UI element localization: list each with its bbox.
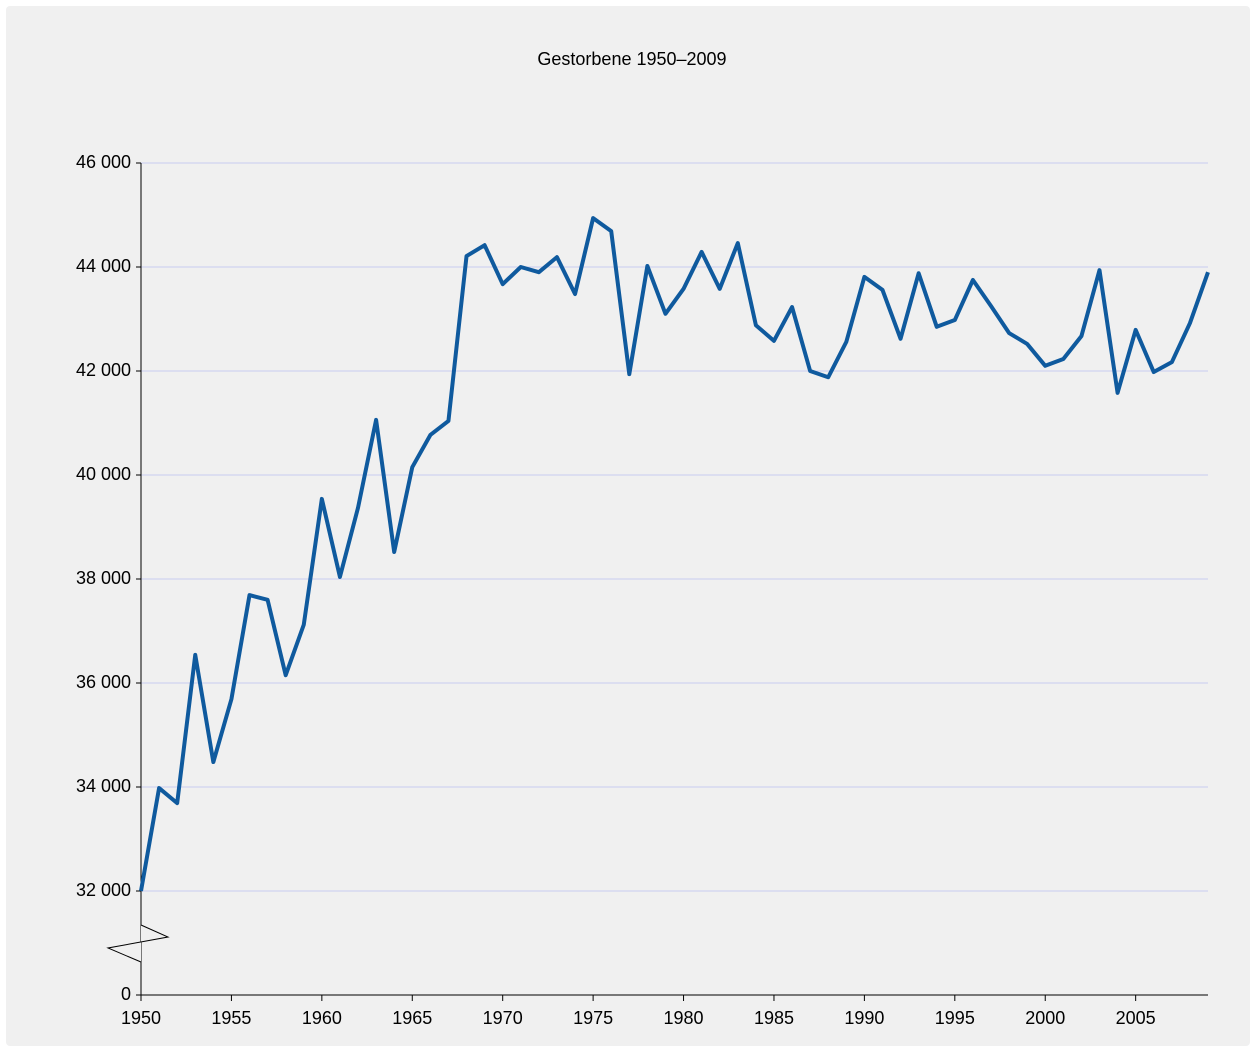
x-tick-label: 2000 [1025,1008,1065,1028]
x-tick-label: 1965 [392,1008,432,1028]
background [6,6,1250,1046]
x-tick-label: 1955 [211,1008,251,1028]
x-tick-label: 1970 [483,1008,523,1028]
y-tick-label: 36 000 [76,672,131,692]
line [139,216,1210,892]
y-tick-label: 42 000 [76,360,131,380]
x-tick-label: 1995 [935,1008,975,1028]
axis-break [108,925,168,962]
y-tick-label: 44 000 [76,256,131,276]
x-tick-label: 1990 [844,1008,884,1028]
axis-break [106,924,170,963]
y-tick-label: 32 000 [76,880,131,900]
x-tick-label: 1980 [664,1008,704,1028]
y-tick-label: 0 [121,984,131,1004]
x-tick-label: 1985 [754,1008,794,1028]
y-tick-label: 34 000 [76,776,131,796]
y-tick-label: 40 000 [76,464,131,484]
y-tick-label: 38 000 [76,568,131,588]
x-tick-label: 1950 [121,1008,161,1028]
chart-title: Gestorbene 1950–2009 [537,49,726,69]
x-tick-label: 2005 [1116,1008,1156,1028]
y-tick-label: 46 000 [76,152,131,172]
x-tick-label: 1975 [573,1008,613,1028]
x-tick-label: 1960 [302,1008,342,1028]
